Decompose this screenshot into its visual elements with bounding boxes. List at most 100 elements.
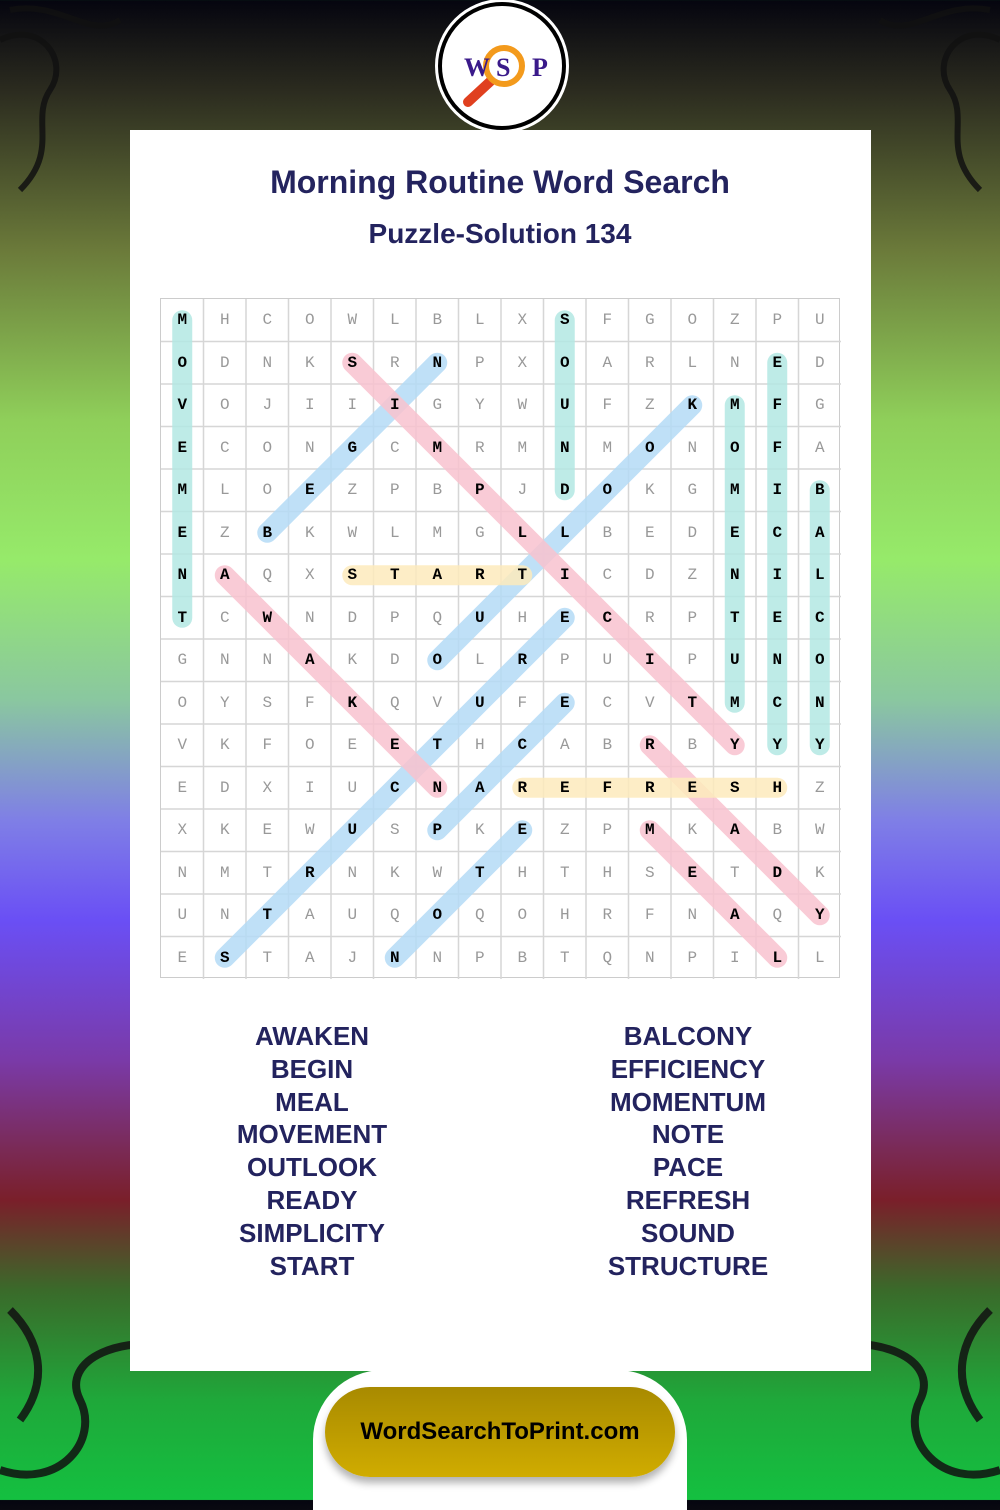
grid-cell[interactable]: E (177, 948, 188, 967)
grid-cell[interactable]: O (729, 438, 740, 457)
grid-cell[interactable]: N (559, 438, 570, 457)
grid-cell[interactable]: O (559, 353, 570, 372)
grid-cell[interactable]: Z (814, 778, 825, 797)
grid-cell[interactable]: D (644, 566, 655, 585)
grid-cell[interactable]: C (602, 693, 613, 712)
grid-cell[interactable]: Z (347, 481, 358, 500)
grid-cell[interactable]: E (304, 481, 315, 500)
grid-cell[interactable]: N (389, 948, 400, 967)
grid-cell[interactable]: P (559, 651, 570, 670)
grid-cell[interactable]: I (644, 651, 655, 670)
grid-cell[interactable]: E (559, 778, 570, 797)
grid-cell[interactable]: S (389, 821, 400, 840)
grid-cell[interactable]: Z (559, 821, 570, 840)
grid-cell[interactable]: D (772, 863, 783, 882)
grid-cell[interactable]: W (432, 863, 443, 882)
grid-cell[interactable]: E (772, 608, 783, 627)
grid-cell[interactable]: I (772, 481, 783, 500)
grid-cell[interactable]: U (347, 821, 358, 840)
grid-cell[interactable]: N (177, 863, 188, 882)
grid-cell[interactable]: C (772, 693, 783, 712)
grid-cell[interactable]: K (687, 396, 698, 415)
grid-cell[interactable]: N (347, 863, 358, 882)
grid-cell[interactable]: S (644, 863, 655, 882)
grid-cell[interactable]: P (474, 948, 485, 967)
grid-cell[interactable]: U (347, 778, 358, 797)
grid-cell[interactable]: P (474, 353, 485, 372)
grid-cell[interactable]: E (729, 523, 740, 542)
grid-cell[interactable]: I (304, 396, 315, 415)
grid-cell[interactable]: B (687, 736, 698, 755)
grid-cell[interactable]: C (219, 438, 230, 457)
grid-cell[interactable]: L (772, 948, 783, 967)
grid-cell[interactable]: S (219, 948, 230, 967)
grid-cell[interactable]: R (517, 651, 528, 670)
grid-cell[interactable]: P (474, 481, 485, 500)
grid-cell[interactable]: P (389, 608, 400, 627)
grid-cell[interactable]: C (772, 523, 783, 542)
grid-cell[interactable]: I (347, 396, 358, 415)
grid-cell[interactable]: X (262, 778, 273, 797)
grid-cell[interactable]: K (814, 863, 825, 882)
grid-cell[interactable]: B (432, 481, 443, 500)
grid-cell[interactable]: I (559, 566, 570, 585)
grid-cell[interactable]: B (262, 523, 273, 542)
grid-cell[interactable]: T (729, 608, 740, 627)
grid-cell[interactable]: S (347, 566, 358, 585)
grid-cell[interactable]: X (517, 311, 528, 330)
grid-cell[interactable]: P (687, 948, 698, 967)
grid-cell[interactable]: V (432, 693, 443, 712)
grid-cell[interactable]: N (304, 608, 315, 627)
grid-cell[interactable]: G (177, 651, 188, 670)
grid-cell[interactable]: L (559, 523, 570, 542)
grid-cell[interactable]: W (304, 821, 315, 840)
grid-cell[interactable]: U (729, 651, 740, 670)
grid-cell[interactable]: F (644, 906, 655, 925)
grid-cell[interactable]: T (559, 863, 570, 882)
grid-cell[interactable]: K (347, 651, 358, 670)
grid-cell[interactable]: G (347, 438, 358, 457)
grid-cell[interactable]: A (814, 523, 825, 542)
grid-cell[interactable]: N (262, 651, 273, 670)
grid-cell[interactable]: J (262, 396, 273, 415)
grid-cell[interactable]: F (602, 396, 613, 415)
grid-cell[interactable]: T (262, 948, 273, 967)
grid-cell[interactable]: H (602, 863, 613, 882)
grid-cell[interactable]: E (772, 353, 783, 372)
grid-cell[interactable]: L (814, 948, 825, 967)
grid-cell[interactable]: O (602, 481, 613, 500)
grid-cell[interactable]: W (814, 821, 825, 840)
grid-cell[interactable]: C (814, 608, 825, 627)
grid-cell[interactable]: L (517, 523, 528, 542)
grid-cell[interactable]: N (432, 353, 443, 372)
grid-cell[interactable]: C (389, 778, 400, 797)
grid-cell[interactable]: M (432, 523, 443, 542)
grid-cell[interactable]: X (177, 821, 188, 840)
grid-cell[interactable]: J (347, 948, 358, 967)
grid-cell[interactable]: A (304, 906, 315, 925)
grid-cell[interactable]: O (814, 651, 825, 670)
grid-cell[interactable]: C (517, 736, 528, 755)
grid-cell[interactable]: N (687, 906, 698, 925)
grid-cell[interactable]: E (347, 736, 358, 755)
grid-cell[interactable]: T (389, 566, 400, 585)
grid-cell[interactable]: J (517, 481, 528, 500)
grid-cell[interactable]: F (517, 693, 528, 712)
grid-cell[interactable]: D (687, 523, 698, 542)
grid-cell[interactable]: D (814, 353, 825, 372)
grid-cell[interactable]: E (687, 778, 698, 797)
grid-cell[interactable]: Y (474, 396, 485, 415)
grid-cell[interactable]: G (432, 396, 443, 415)
grid-cell[interactable]: U (474, 608, 485, 627)
grid-cell[interactable]: H (219, 311, 230, 330)
grid-cell[interactable]: B (814, 481, 825, 500)
grid-cell[interactable]: R (517, 778, 528, 797)
grid-cell[interactable]: D (559, 481, 570, 500)
grid-cell[interactable]: A (814, 438, 825, 457)
grid-cell[interactable]: T (262, 906, 273, 925)
grid-cell[interactable]: N (432, 778, 443, 797)
grid-cell[interactable]: T (729, 863, 740, 882)
grid-cell[interactable]: N (219, 906, 230, 925)
grid-cell[interactable]: X (517, 353, 528, 372)
grid-cell[interactable]: B (772, 821, 783, 840)
